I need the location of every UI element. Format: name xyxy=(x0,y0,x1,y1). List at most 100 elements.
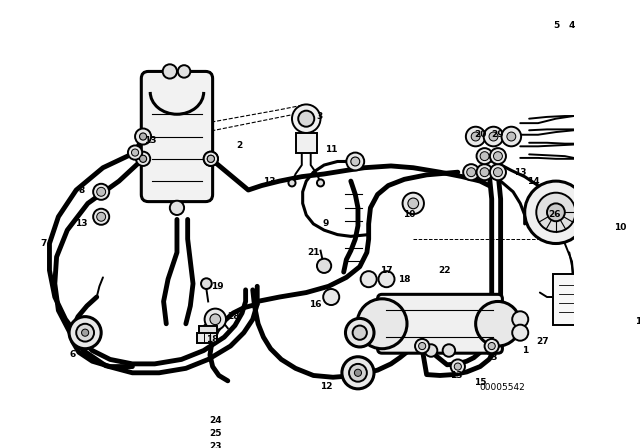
Circle shape xyxy=(346,153,364,170)
Text: 15: 15 xyxy=(474,378,486,387)
Circle shape xyxy=(349,364,367,382)
Circle shape xyxy=(419,342,426,349)
Circle shape xyxy=(594,202,616,223)
Circle shape xyxy=(493,168,502,177)
Circle shape xyxy=(170,201,184,215)
Text: 18: 18 xyxy=(206,335,219,345)
Text: 21: 21 xyxy=(307,248,319,257)
Text: 9: 9 xyxy=(323,220,329,228)
Circle shape xyxy=(471,132,480,141)
Circle shape xyxy=(378,271,394,287)
Circle shape xyxy=(357,299,407,349)
Circle shape xyxy=(346,319,374,347)
Text: 24: 24 xyxy=(209,416,221,425)
Circle shape xyxy=(81,329,89,336)
Circle shape xyxy=(360,271,377,287)
Circle shape xyxy=(507,132,516,141)
FancyBboxPatch shape xyxy=(553,274,622,325)
Text: 10: 10 xyxy=(403,211,415,220)
Circle shape xyxy=(415,339,429,353)
Circle shape xyxy=(477,164,493,180)
Text: 13: 13 xyxy=(486,353,498,362)
Circle shape xyxy=(480,152,489,160)
Circle shape xyxy=(490,148,506,164)
Text: 8: 8 xyxy=(79,185,84,194)
Circle shape xyxy=(166,427,179,439)
Text: 4: 4 xyxy=(569,21,575,30)
Circle shape xyxy=(317,179,324,186)
Circle shape xyxy=(425,344,437,357)
Text: 13: 13 xyxy=(144,137,156,146)
Text: 7: 7 xyxy=(40,239,47,248)
Circle shape xyxy=(512,325,528,340)
Circle shape xyxy=(600,207,611,218)
Circle shape xyxy=(178,65,190,78)
Circle shape xyxy=(493,152,502,160)
Circle shape xyxy=(476,302,520,346)
Circle shape xyxy=(342,357,374,389)
Text: 23: 23 xyxy=(209,442,221,448)
Circle shape xyxy=(97,212,106,221)
Text: 26: 26 xyxy=(548,211,561,220)
Text: 3: 3 xyxy=(317,112,323,121)
Circle shape xyxy=(353,326,367,340)
Circle shape xyxy=(170,444,175,448)
Circle shape xyxy=(136,152,150,166)
Circle shape xyxy=(451,359,465,374)
Text: 5: 5 xyxy=(553,21,559,30)
Circle shape xyxy=(512,311,528,327)
Circle shape xyxy=(536,193,575,232)
Circle shape xyxy=(443,344,455,357)
Text: 1: 1 xyxy=(522,346,528,355)
Text: 29: 29 xyxy=(492,130,504,139)
Circle shape xyxy=(502,127,521,146)
Circle shape xyxy=(351,157,360,166)
Circle shape xyxy=(140,155,147,162)
Circle shape xyxy=(131,149,139,156)
Circle shape xyxy=(403,193,424,214)
Text: 00005542: 00005542 xyxy=(479,383,525,392)
Circle shape xyxy=(355,369,362,376)
Circle shape xyxy=(207,155,214,162)
Text: 6: 6 xyxy=(70,350,76,359)
Circle shape xyxy=(140,133,147,140)
Circle shape xyxy=(484,127,503,146)
Circle shape xyxy=(525,181,587,244)
Circle shape xyxy=(93,184,109,200)
Text: 28: 28 xyxy=(227,312,239,321)
Text: 27: 27 xyxy=(536,337,549,346)
Text: 18: 18 xyxy=(398,275,411,284)
Circle shape xyxy=(76,324,94,341)
Circle shape xyxy=(489,132,498,141)
FancyBboxPatch shape xyxy=(378,294,502,353)
Circle shape xyxy=(166,414,179,426)
Text: 20: 20 xyxy=(474,130,486,139)
Bar xyxy=(198,333,217,343)
Text: 16: 16 xyxy=(309,300,321,309)
Circle shape xyxy=(170,431,175,436)
Text: 11: 11 xyxy=(325,146,337,155)
Circle shape xyxy=(166,440,179,448)
Text: 13: 13 xyxy=(450,371,462,380)
Circle shape xyxy=(289,179,296,186)
Circle shape xyxy=(408,198,419,209)
Circle shape xyxy=(207,155,214,162)
Circle shape xyxy=(490,164,506,180)
Circle shape xyxy=(317,258,332,273)
Text: 2: 2 xyxy=(236,141,243,150)
Circle shape xyxy=(204,152,218,166)
Circle shape xyxy=(69,317,101,349)
Circle shape xyxy=(135,129,151,145)
Circle shape xyxy=(210,314,221,325)
Circle shape xyxy=(463,164,479,180)
Circle shape xyxy=(201,278,212,289)
Circle shape xyxy=(97,187,106,196)
Circle shape xyxy=(480,168,489,177)
Text: 14: 14 xyxy=(527,177,540,185)
Text: 10: 10 xyxy=(614,223,627,232)
Text: 22: 22 xyxy=(438,266,451,275)
Circle shape xyxy=(93,209,109,225)
Circle shape xyxy=(163,65,177,78)
Circle shape xyxy=(477,148,493,164)
Circle shape xyxy=(205,309,226,330)
